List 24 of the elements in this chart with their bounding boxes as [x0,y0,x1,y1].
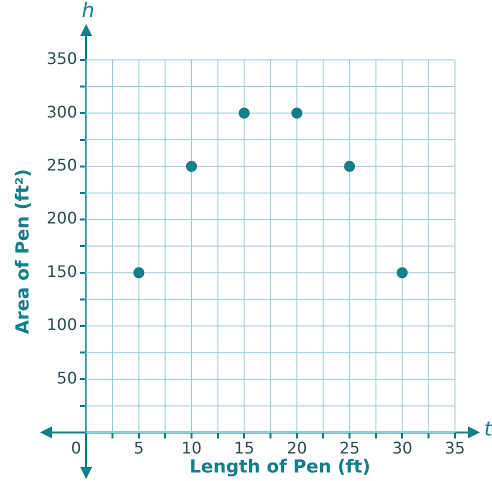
x-tick-label: 10 [181,438,202,458]
y-axis-title: Area of Pen (ft²) [12,168,34,334]
x-tick-label: 20 [286,438,308,458]
y-tick-label: 50 [56,368,78,388]
x-tick-label: 35 [444,438,466,458]
x-tick-label: 25 [339,438,360,458]
x-tick-label: 0 [71,438,82,458]
point [344,160,356,172]
point [396,267,408,278]
x-tick-label: 30 [392,438,412,458]
y-tick-label: 150 [46,262,78,281]
point [238,108,250,119]
y-tick-label: 250 [46,156,78,175]
point [186,160,198,172]
y-tick-label: 100 [46,315,78,334]
point [291,108,302,119]
point [133,267,144,278]
y-tick-label: 200 [46,208,78,228]
text: h [82,0,94,22]
y-tick-label: 350 [46,49,78,68]
x-tick-label: 15 [234,438,254,458]
x-axis-title: Length of Pen (ft) [190,456,370,478]
x-tick-label: 5 [134,438,144,458]
y-tick-label: 300 [46,102,78,122]
